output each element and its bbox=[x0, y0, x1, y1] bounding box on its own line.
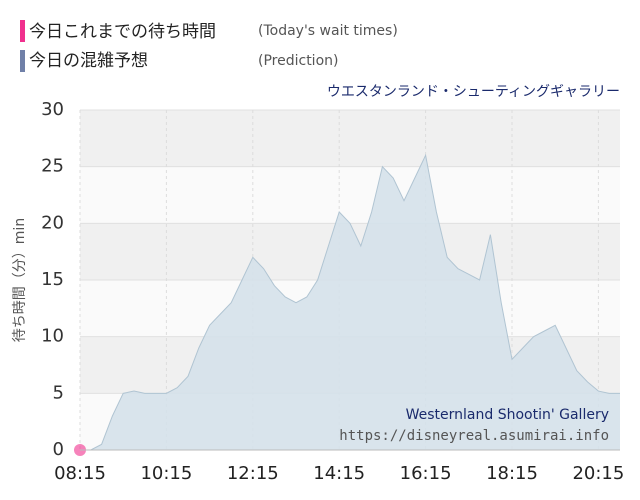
y-tick-label: 0 bbox=[53, 439, 64, 460]
grid-band bbox=[80, 110, 620, 167]
x-tick-label: 20:15 bbox=[572, 463, 624, 484]
y-tick-label: 25 bbox=[41, 156, 64, 177]
x-tick-label: 10:15 bbox=[140, 463, 192, 484]
y-tick-label: 5 bbox=[53, 382, 64, 403]
area-line bbox=[80, 153, 620, 451]
x-tick-label: 08:15 bbox=[54, 463, 106, 484]
watermark: Westernland Shootin' Gallery bbox=[406, 407, 609, 423]
legend-note: (Today's wait times) bbox=[258, 23, 398, 39]
legend-note: (Prediction) bbox=[258, 53, 338, 69]
x-tick-label: 14:15 bbox=[313, 463, 365, 484]
legend-label: 今日の混雑予想 bbox=[29, 51, 148, 71]
y-axis-label: 待ち時間（分）min bbox=[12, 218, 28, 342]
x-tick-label: 16:15 bbox=[400, 463, 452, 484]
legend-swatch bbox=[20, 20, 25, 42]
legend-label: 今日これまでの待ち時間 bbox=[29, 22, 216, 42]
x-tick-label: 12:15 bbox=[227, 463, 279, 484]
chart-title: ウエスタンランド・シューティングギャラリー bbox=[327, 84, 620, 100]
watermark: https://disneyreal.asumirai.info bbox=[339, 428, 609, 444]
y-tick-label: 15 bbox=[41, 269, 64, 290]
y-tick-label: 30 bbox=[41, 99, 64, 120]
legend-swatch bbox=[20, 50, 25, 72]
y-tick-label: 10 bbox=[41, 326, 64, 347]
y-tick-label: 20 bbox=[41, 212, 64, 233]
x-tick-label: 18:15 bbox=[486, 463, 538, 484]
area bbox=[80, 155, 620, 451]
